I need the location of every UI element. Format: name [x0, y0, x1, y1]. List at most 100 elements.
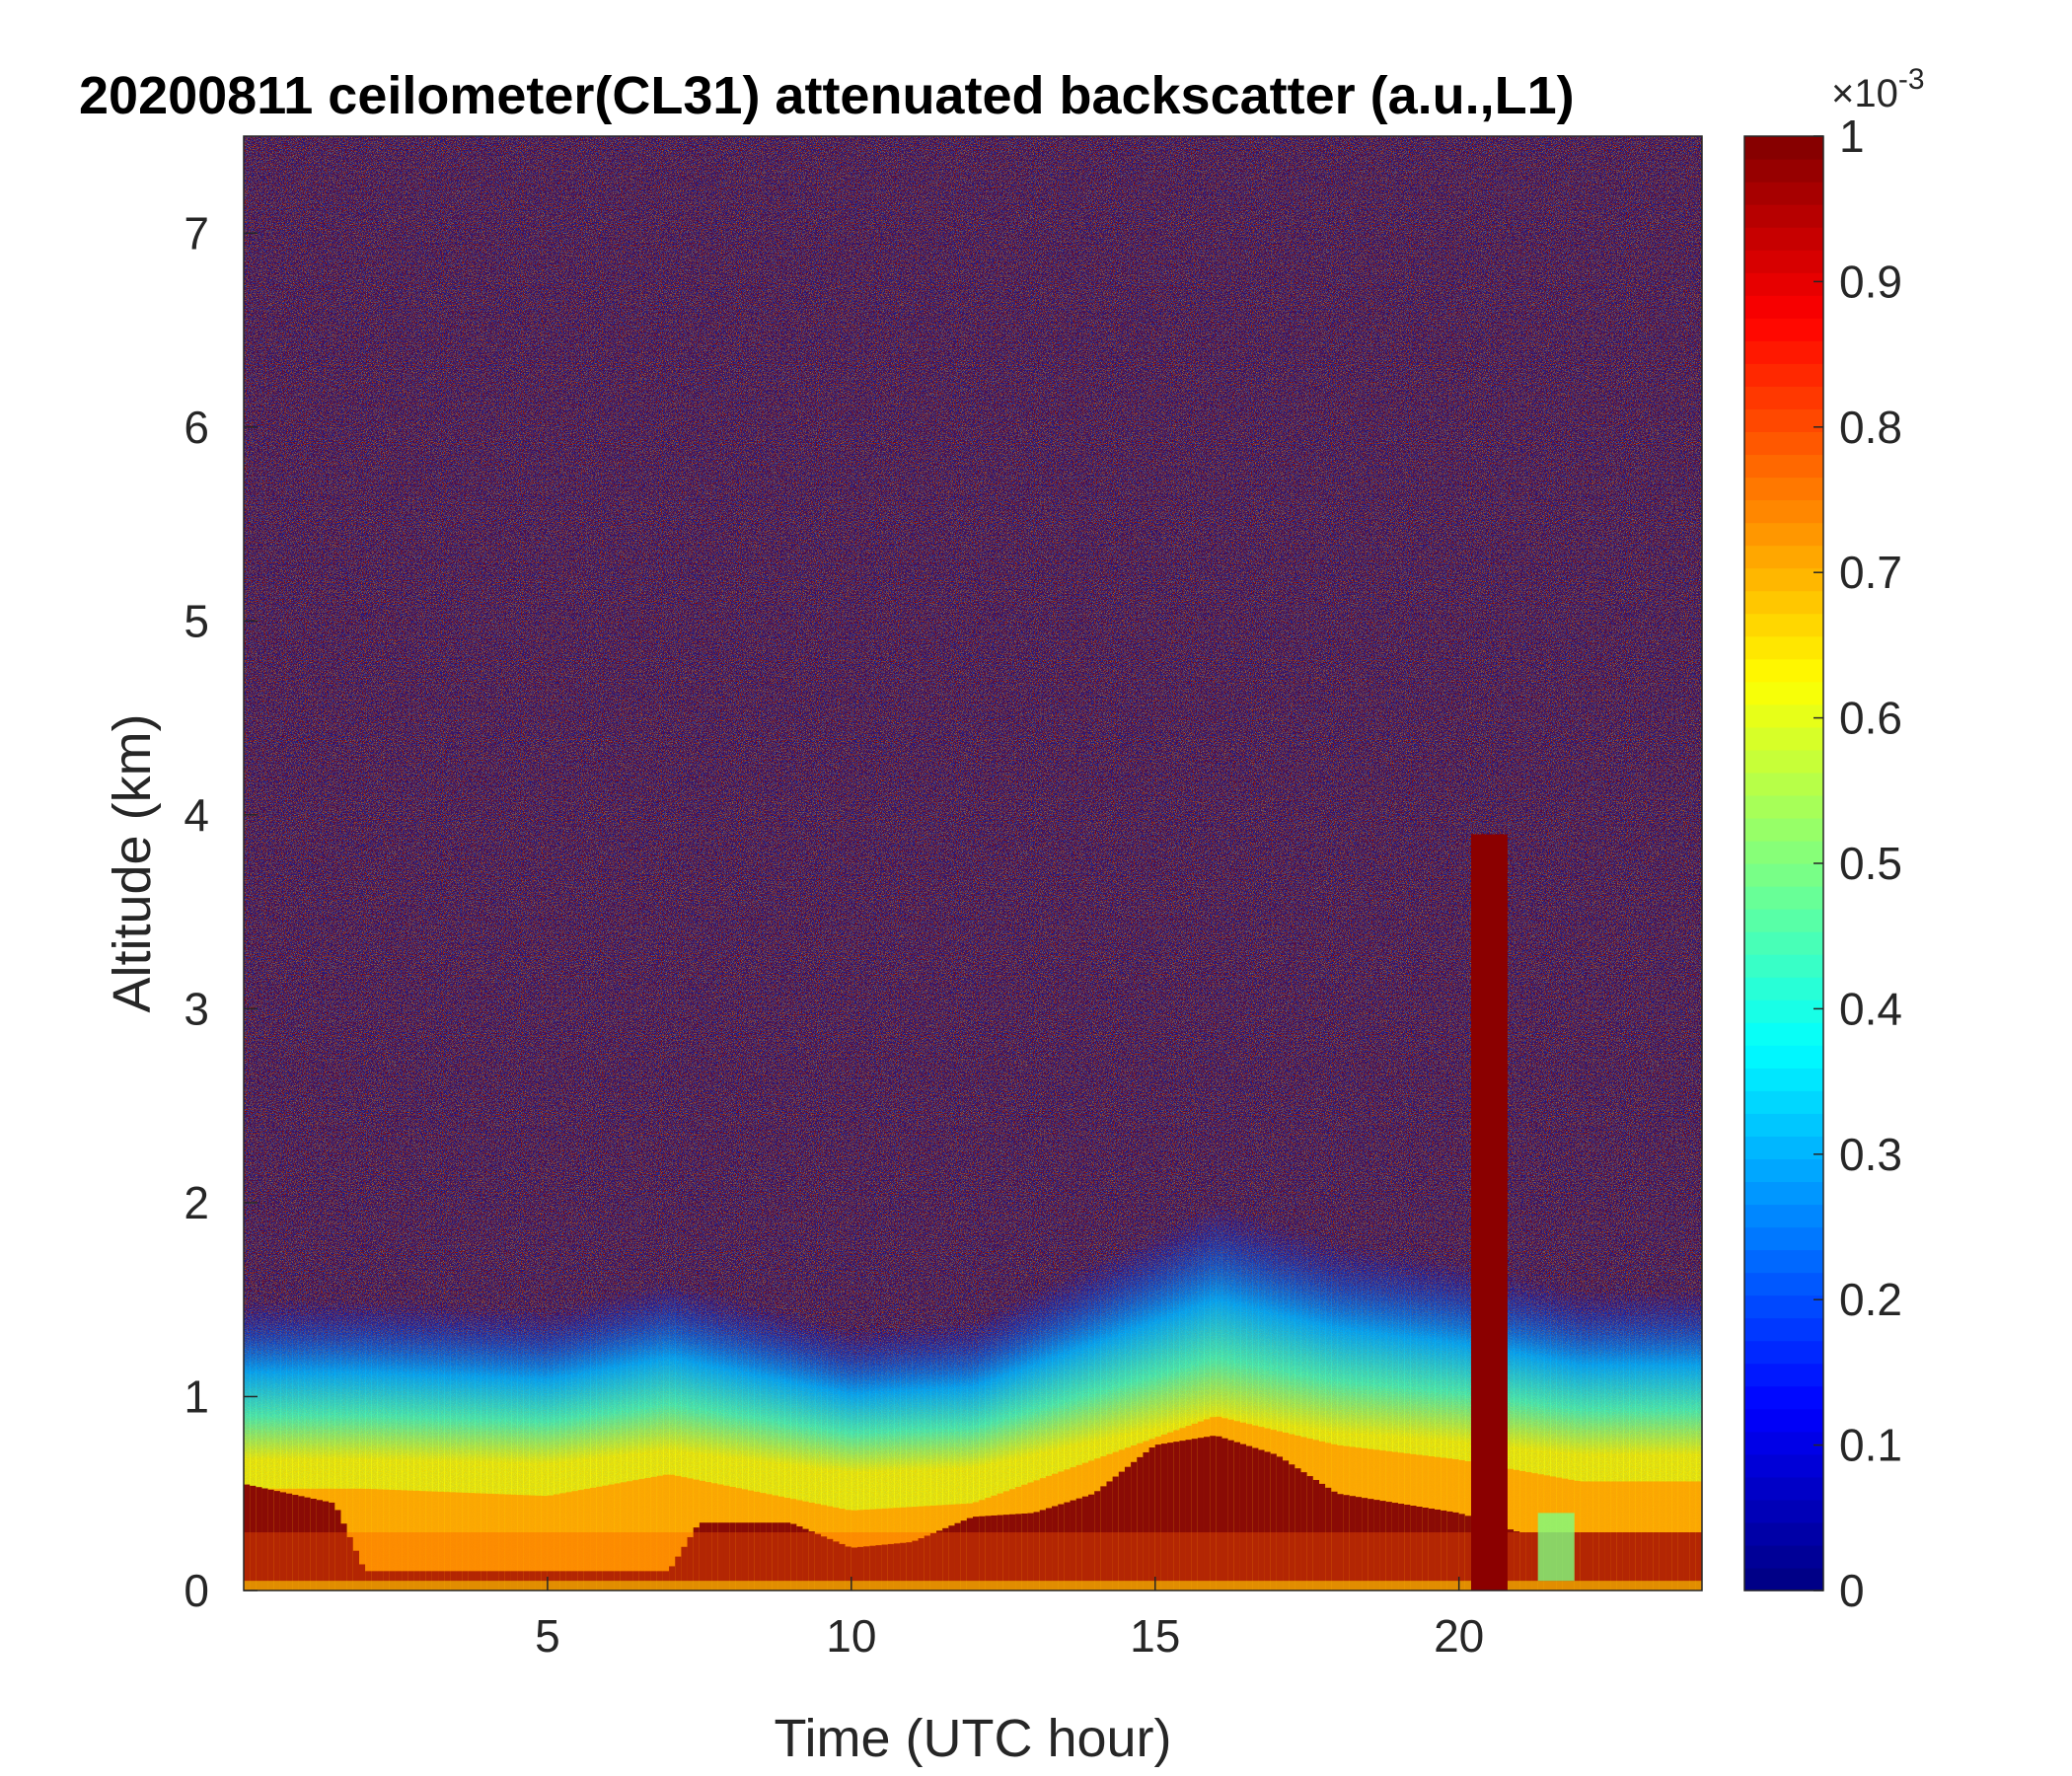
- haze-column: [1592, 1290, 1599, 1591]
- dense-layer-column: [1441, 1510, 1447, 1591]
- dense-layer-column: [827, 1538, 834, 1591]
- dense-layer-column: [960, 1520, 968, 1591]
- dense-layer-column: [845, 1546, 852, 1591]
- colorbar-segment: [1744, 204, 1823, 228]
- dense-layer-column: [1635, 1532, 1643, 1591]
- dense-layer-column: [705, 1522, 712, 1591]
- haze-column: [1398, 1251, 1405, 1591]
- haze-column: [292, 1299, 300, 1591]
- haze-column: [431, 1302, 439, 1591]
- haze-column: [887, 1325, 895, 1591]
- haze-column: [1197, 1210, 1205, 1591]
- x-tick-label: 10: [826, 1610, 876, 1662]
- dense-layer-column: [1312, 1479, 1320, 1591]
- haze-column: [377, 1300, 385, 1591]
- dense-layer-column: [741, 1522, 749, 1591]
- boundary-layer-column: [1531, 1473, 1539, 1591]
- haze-column: [1033, 1288, 1041, 1591]
- haze-column: [1422, 1255, 1430, 1591]
- dense-layer-column: [1428, 1508, 1436, 1591]
- x-tick-label: 5: [535, 1610, 560, 1662]
- haze-column: [1464, 1263, 1472, 1591]
- haze-column: [1070, 1271, 1077, 1591]
- haze-column: [1252, 1215, 1260, 1591]
- dense-layer-column: [250, 1485, 257, 1591]
- haze-column: [1191, 1213, 1199, 1591]
- colorbar-segment: [1744, 1521, 1823, 1546]
- haze-column: [1368, 1246, 1375, 1591]
- dense-layer-column: [777, 1522, 785, 1591]
- dense-layer-column: [1677, 1532, 1685, 1591]
- haze-column: [462, 1304, 470, 1591]
- haze-column: [997, 1305, 1004, 1591]
- haze-column: [1276, 1222, 1284, 1591]
- dense-layer-column: [1015, 1514, 1022, 1591]
- y-tick-label: 2: [184, 1177, 209, 1228]
- dense-layer-column: [1331, 1491, 1339, 1591]
- dense-layer-column: [298, 1496, 306, 1591]
- haze-column: [286, 1299, 293, 1591]
- dense-layer-column: [875, 1545, 883, 1591]
- haze-column: [693, 1287, 701, 1591]
- haze-column: [881, 1325, 889, 1591]
- boundary-layer-column: [438, 1491, 445, 1591]
- dense-layer-column: [893, 1543, 901, 1591]
- dense-layer-column: [1075, 1498, 1083, 1591]
- boundary-layer-column: [1525, 1472, 1533, 1591]
- colorbar-segment: [1744, 931, 1823, 955]
- boundary-layer-column: [425, 1491, 433, 1591]
- dense-layer-column: [754, 1522, 762, 1591]
- colorbar-scale-label: ×10-3: [1831, 63, 1925, 115]
- dense-layer-column: [304, 1497, 312, 1591]
- haze-column: [985, 1311, 993, 1591]
- haze-column: [456, 1304, 464, 1591]
- haze-column: [486, 1305, 494, 1591]
- haze-column: [596, 1296, 603, 1591]
- colorbar-segment: [1744, 954, 1823, 978]
- haze-column: [559, 1305, 566, 1591]
- y-axis-label: Altitude (km): [103, 713, 162, 1012]
- haze-column: [359, 1299, 366, 1591]
- boundary-layer-column: [547, 1495, 555, 1591]
- haze-column: [1064, 1274, 1072, 1591]
- haze-column: [973, 1317, 980, 1591]
- colorbar-exponent: -3: [1898, 63, 1925, 96]
- haze-column: [1507, 1273, 1515, 1591]
- dense-layer-column: [766, 1522, 774, 1591]
- haze-column: [808, 1318, 816, 1591]
- haze-column: [267, 1299, 275, 1591]
- boundary-layer-column: [596, 1486, 603, 1591]
- haze-column: [656, 1282, 664, 1591]
- haze-column: [1100, 1256, 1108, 1591]
- dense-layer-column: [1027, 1513, 1035, 1591]
- haze-column: [1167, 1224, 1174, 1591]
- dense-layer-column: [1641, 1532, 1649, 1591]
- dense-layer-column: [1306, 1476, 1314, 1591]
- dense-layer-column: [1458, 1514, 1466, 1591]
- haze-column: [796, 1314, 804, 1591]
- dense-layer-column: [1124, 1466, 1132, 1591]
- boundary-layer-column: [626, 1481, 633, 1591]
- haze-column: [323, 1299, 330, 1591]
- boundary-layer-column: [681, 1477, 689, 1591]
- haze-column: [1233, 1209, 1241, 1591]
- haze-column: [1039, 1285, 1047, 1591]
- haze-column: [523, 1307, 531, 1591]
- colorbar-segment: [1744, 794, 1823, 819]
- haze-column: [729, 1296, 737, 1591]
- colorbar-segment: [1744, 1068, 1823, 1091]
- haze-column: [626, 1290, 633, 1591]
- colorbar-tick-label: 0: [1839, 1565, 1865, 1616]
- haze-column: [1124, 1244, 1132, 1591]
- colorbar-segment: [1744, 1499, 1823, 1523]
- dense-layer-column: [1622, 1532, 1630, 1591]
- colorbar-segment: [1744, 1431, 1823, 1455]
- haze-column: [918, 1323, 925, 1591]
- dense-layer-column: [1216, 1436, 1223, 1591]
- haze-column: [766, 1306, 774, 1591]
- haze-column: [279, 1299, 287, 1591]
- haze-column: [1562, 1286, 1570, 1591]
- dense-layer-column: [1410, 1506, 1418, 1591]
- haze-column: [821, 1321, 828, 1591]
- haze-column: [777, 1309, 785, 1591]
